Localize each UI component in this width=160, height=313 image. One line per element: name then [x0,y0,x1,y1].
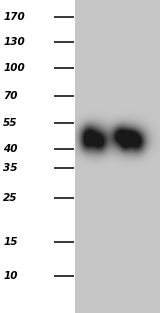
Text: 130: 130 [3,37,25,47]
Text: 70: 70 [3,91,18,101]
Text: 15: 15 [3,237,18,247]
Text: 10: 10 [3,271,18,281]
Text: 170: 170 [3,12,25,22]
Bar [0,0,75,313]
Bar [75,0,160,313]
Text: 35: 35 [3,163,18,173]
Text: 55: 55 [3,118,18,128]
Text: 25: 25 [3,193,18,203]
Text: 40: 40 [3,144,18,154]
Text: 100: 100 [3,63,25,73]
